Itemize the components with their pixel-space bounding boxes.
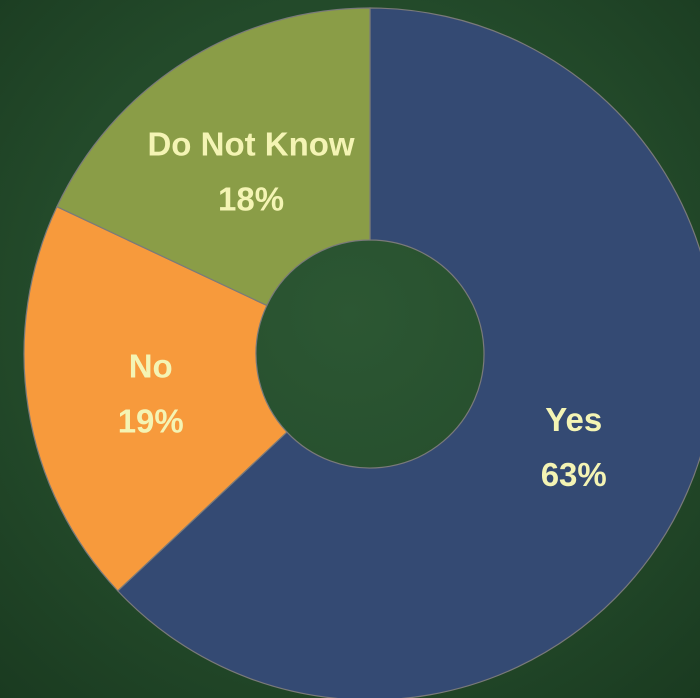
slice-value-label: 19% [118, 402, 184, 439]
slice-category-label: Do Not Know [147, 125, 354, 162]
slice-category-label: No [129, 347, 173, 384]
slice-category-label: Yes [545, 401, 602, 438]
donut: Yes 63% No 19% Do Not Know 18% [23, 7, 700, 698]
donut-slice [23, 205, 288, 592]
donut-slice [56, 7, 371, 307]
slice-value-label: 18% [218, 180, 284, 217]
donut-slice [116, 7, 700, 698]
slice-value-label: 63% [541, 456, 607, 493]
